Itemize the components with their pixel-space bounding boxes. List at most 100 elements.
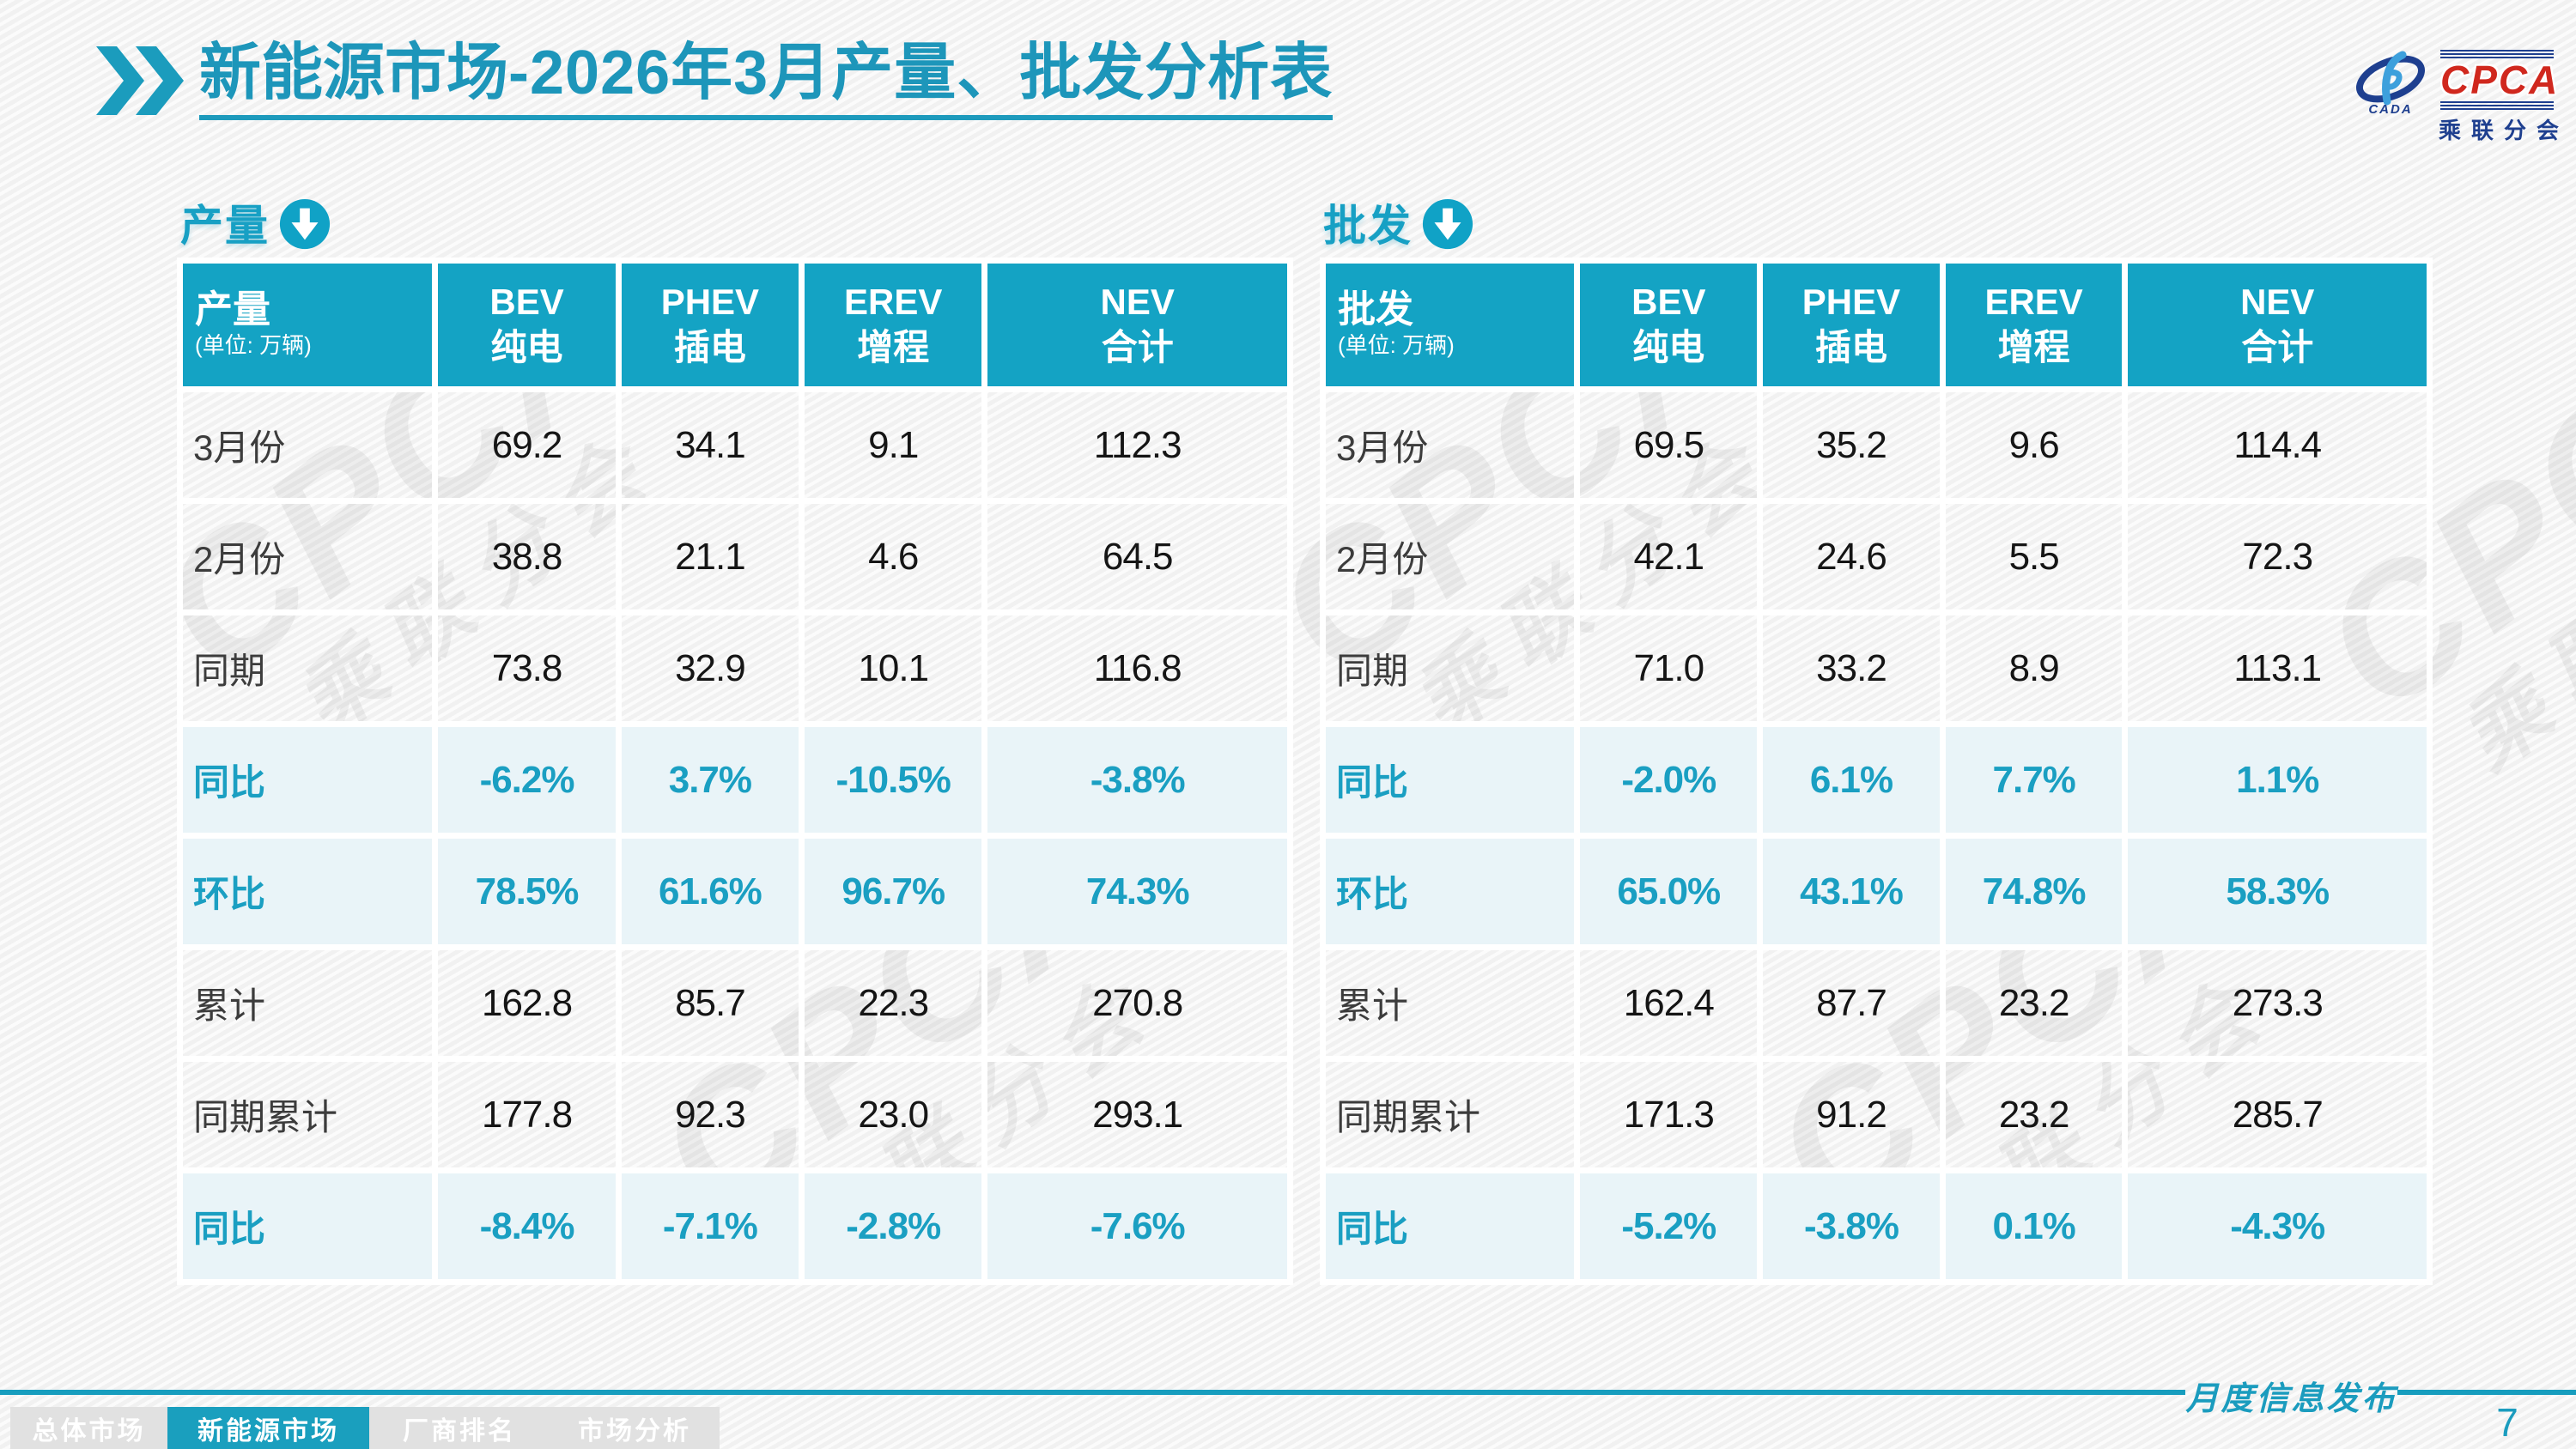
cell-value: 24.6 bbox=[1757, 498, 1946, 615]
cell-value: 0.1% bbox=[1939, 1167, 2129, 1285]
wholesale-panel: 批发 批发 (单位: 万辆) BEV 纯电 PHEV 插电 EREV 增程 NEV 合计 bbox=[1319, 194, 2433, 1285]
cell-value: -5.2% bbox=[1574, 1167, 1764, 1285]
cada-text: CADA bbox=[2368, 102, 2413, 117]
wholesale-section-label: 批发 bbox=[1323, 202, 1413, 250]
cell-value: 72.3 bbox=[2122, 498, 2433, 615]
cell-value: -8.4% bbox=[432, 1167, 622, 1285]
column-header: BEV 纯电 bbox=[1574, 258, 1764, 392]
column-header: PHEV 插电 bbox=[615, 258, 805, 392]
cell-value: 112.3 bbox=[981, 386, 1293, 504]
table-row: 同比 -2.0% 6.1% 7.7% 1.1% bbox=[1319, 721, 2433, 839]
table-header-row: 产量 (单位: 万辆) BEV 纯电 PHEV 插电 EREV 增程 NEV 合计 bbox=[176, 258, 1293, 392]
footer-divider-right bbox=[2397, 1390, 2576, 1395]
cpca-logo: CADA CPCA 乘联分会 bbox=[2354, 50, 2569, 145]
cell-value: 162.4 bbox=[1574, 944, 1764, 1062]
cell-value: 32.9 bbox=[615, 609, 805, 727]
title-block: 新能源市场-2026年3月产量、批发分析表 bbox=[96, 39, 1334, 120]
nav-tab[interactable]: 总体市场 bbox=[10, 1407, 167, 1449]
monthly-release-stamp: 月度信息发布 bbox=[2185, 1379, 2397, 1417]
cell-value: 43.1% bbox=[1757, 833, 1946, 950]
cell-value: 23.2 bbox=[1939, 944, 2129, 1062]
production-table: 产量 (单位: 万辆) BEV 纯电 PHEV 插电 EREV 增程 NEV 合计 3月… bbox=[176, 258, 1293, 1285]
cell-value: 78.5% bbox=[432, 833, 622, 950]
cell-value: -6.2% bbox=[432, 721, 622, 839]
nav-tab[interactable]: 厂商排名 bbox=[369, 1407, 550, 1449]
cell-value: 87.7 bbox=[1757, 944, 1946, 1062]
cell-value: 73.8 bbox=[432, 609, 622, 727]
logo-stripes-top bbox=[2440, 50, 2554, 58]
cell-value: 33.2 bbox=[1757, 609, 1946, 727]
production-section-label: 产量 bbox=[180, 202, 270, 250]
table-row: 同期累计 177.8 92.3 23.0 293.1 bbox=[176, 1056, 1293, 1173]
cell-value: 74.3% bbox=[981, 833, 1293, 950]
column-header: NEV 合计 bbox=[981, 258, 1293, 392]
title-emphasis: 新能源市场 bbox=[199, 39, 509, 107]
column-header: BEV 纯电 bbox=[432, 258, 622, 392]
production-section-head: 产量 bbox=[180, 194, 1293, 251]
cell-value: 114.4 bbox=[2122, 386, 2433, 504]
cell-value: 285.7 bbox=[2122, 1056, 2433, 1173]
row-label: 3月份 bbox=[176, 386, 439, 504]
cell-value: 7.7% bbox=[1939, 721, 2129, 839]
cell-value: 38.8 bbox=[432, 498, 622, 615]
table-row: 同比 -5.2% -3.8% 0.1% -4.3% bbox=[1319, 1167, 2433, 1285]
cell-value: 42.1 bbox=[1574, 498, 1764, 615]
cell-value: 91.2 bbox=[1757, 1056, 1946, 1173]
cell-value: 61.6% bbox=[615, 833, 805, 950]
row-label: 同比 bbox=[176, 721, 439, 839]
footer-divider-left bbox=[0, 1390, 2185, 1395]
table-corner-cell: 批发 (单位: 万辆) bbox=[1319, 258, 1581, 392]
cell-value: 171.3 bbox=[1574, 1056, 1764, 1173]
row-label: 同期累计 bbox=[1319, 1056, 1581, 1173]
double-chevron-icon bbox=[96, 46, 184, 115]
table-row: 累计 162.8 85.7 22.3 270.8 bbox=[176, 944, 1293, 1062]
column-header: PHEV 插电 bbox=[1757, 258, 1946, 392]
nav-tab[interactable]: 市场分析 bbox=[550, 1407, 720, 1449]
table-row: 3月份 69.2 34.1 9.1 112.3 bbox=[176, 386, 1293, 504]
logo-stripes-bottom bbox=[2440, 101, 2554, 110]
table-row: 同比 -6.2% 3.7% -10.5% -3.8% bbox=[176, 721, 1293, 839]
cell-value: 74.8% bbox=[1939, 833, 2129, 950]
cell-value: -3.8% bbox=[981, 721, 1293, 839]
cell-value: 10.1 bbox=[799, 609, 988, 727]
cell-value: 113.1 bbox=[2122, 609, 2433, 727]
cell-value: 64.5 bbox=[981, 498, 1293, 615]
cell-value: 177.8 bbox=[432, 1056, 622, 1173]
row-label: 同期累计 bbox=[176, 1056, 439, 1173]
table-row: 环比 78.5% 61.6% 96.7% 74.3% bbox=[176, 833, 1293, 950]
cell-value: 85.7 bbox=[615, 944, 805, 1062]
column-header: EREV 增程 bbox=[1939, 258, 2129, 392]
cell-value: 35.2 bbox=[1757, 386, 1946, 504]
cell-value: 23.0 bbox=[799, 1056, 988, 1173]
cell-value: -10.5% bbox=[799, 721, 988, 839]
cell-value: -3.8% bbox=[1757, 1167, 1946, 1285]
cell-value: 9.1 bbox=[799, 386, 988, 504]
bottom-nav: 总体市场 新能源市场 厂商排名 市场分析 bbox=[10, 1407, 720, 1449]
cada-ellipse-mark: CADA bbox=[2354, 50, 2427, 122]
table-row: 同期 73.8 32.9 10.1 116.8 bbox=[176, 609, 1293, 727]
row-label: 累计 bbox=[176, 944, 439, 1062]
table-row: 2月份 42.1 24.6 5.5 72.3 bbox=[1319, 498, 2433, 615]
row-label: 同比 bbox=[1319, 1167, 1581, 1285]
row-label: 环比 bbox=[1319, 833, 1581, 950]
cell-value: 4.6 bbox=[799, 498, 988, 615]
table-row: 同比 -8.4% -7.1% -2.8% -7.6% bbox=[176, 1167, 1293, 1285]
table-row: 3月份 69.5 35.2 9.6 114.4 bbox=[1319, 386, 2433, 504]
column-header: NEV 合计 bbox=[2122, 258, 2433, 392]
row-label: 同期 bbox=[176, 609, 439, 727]
row-label: 累计 bbox=[1319, 944, 1581, 1062]
down-arrow-circle-icon bbox=[279, 198, 331, 250]
table-row: 累计 162.4 87.7 23.2 273.3 bbox=[1319, 944, 2433, 1062]
cell-value: 96.7% bbox=[799, 833, 988, 950]
cell-value: 21.1 bbox=[615, 498, 805, 615]
cell-value: 5.5 bbox=[1939, 498, 2129, 615]
wholesale-section-head: 批发 bbox=[1323, 194, 2433, 251]
row-label: 同比 bbox=[176, 1167, 439, 1285]
cell-value: -2.8% bbox=[799, 1167, 988, 1285]
cell-value: 23.2 bbox=[1939, 1056, 2129, 1173]
logo-subtitle: 乘联分会 bbox=[2439, 118, 2570, 143]
cell-value: -2.0% bbox=[1574, 721, 1764, 839]
row-label: 同比 bbox=[1319, 721, 1581, 839]
cell-value: 69.2 bbox=[432, 386, 622, 504]
nav-tab[interactable]: 新能源市场 bbox=[167, 1407, 369, 1449]
